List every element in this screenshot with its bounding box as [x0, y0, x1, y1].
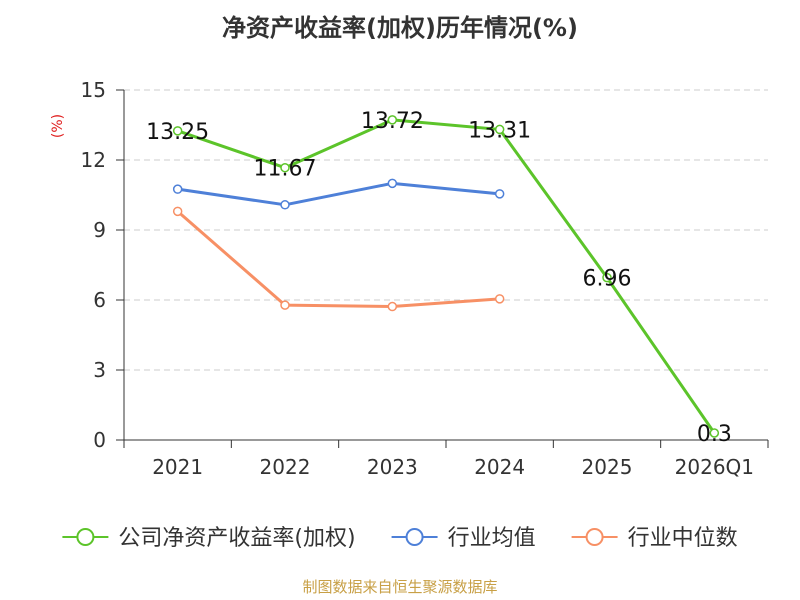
- y-tick-label: 3: [93, 358, 106, 382]
- series-point-2: [387, 178, 398, 189]
- series-point-2: [172, 184, 183, 194]
- y-tick-label: 6: [93, 288, 106, 312]
- data-label: 13.31: [468, 118, 531, 143]
- series-point-1: [602, 272, 612, 283]
- x-tick-label: 2026Q1: [675, 455, 754, 479]
- legend-item-3[interactable]: 行业中位数: [571, 526, 738, 551]
- data-label: 11.67: [254, 157, 317, 182]
- series: [172, 115, 720, 438]
- data-label: 13.25: [146, 120, 209, 145]
- y-tick-label: 0: [93, 428, 106, 452]
- data-source-note: 制图数据来自恒生聚源数据库: [302, 578, 497, 596]
- series-point-1: [709, 428, 720, 438]
- series-point-1: [280, 162, 290, 173]
- x-tick-label: 2025: [582, 455, 633, 479]
- legend-swatch-marker: [405, 528, 424, 546]
- data-label: 0.3: [697, 422, 732, 447]
- x-tick-label: 2022: [260, 455, 311, 479]
- gridlines: [124, 89, 768, 371]
- series-line-2: [177, 181, 500, 207]
- chart-title: 净资产收益率(加权)历年情况(%): [222, 14, 578, 42]
- series-line-1: [177, 118, 716, 434]
- y-tick-label: 9: [93, 218, 106, 242]
- series-point-2: [494, 189, 505, 199]
- legend-swatch-marker: [585, 528, 604, 546]
- series-point-3: [280, 300, 290, 310]
- legend-label: 行业均值: [448, 526, 536, 551]
- data-labels: 13.25 11.67 13.72 13.31 6.96 0.3: [146, 109, 732, 447]
- series-point-3: [494, 294, 505, 304]
- axes: 0 3 6 9 12 15 2021 2022 2023 2024 2025 2026Q1: [81, 78, 769, 479]
- y-axis-unit: (%): [50, 114, 66, 138]
- y-tick-label: 12: [81, 148, 106, 172]
- legend-label: 公司净资产收益率(加权): [118, 526, 355, 551]
- legend-label: 行业中位数: [628, 526, 738, 551]
- series-point-1: [387, 115, 398, 125]
- data-label: 6.96: [583, 267, 632, 292]
- x-tick-label: 2024: [474, 455, 525, 479]
- legend-swatch-marker: [76, 528, 95, 546]
- legend: 公司净资产收益率(加权) 行业均值 行业中位数: [62, 526, 738, 551]
- x-tick-label: 2023: [367, 455, 418, 479]
- series-point-3: [387, 301, 398, 312]
- series-point-3: [172, 206, 183, 217]
- series-point-1: [494, 124, 505, 135]
- legend-item-1[interactable]: 公司净资产收益率(加权): [62, 526, 356, 551]
- x-tick-label: 2021: [152, 455, 203, 479]
- y-tick-label: 15: [81, 78, 106, 102]
- series-point-1: [172, 126, 183, 136]
- data-label: 13.72: [361, 109, 424, 134]
- series-line-3: [176, 210, 500, 309]
- legend-item-2[interactable]: 行业均值: [391, 526, 536, 551]
- series-point-2: [280, 200, 290, 210]
